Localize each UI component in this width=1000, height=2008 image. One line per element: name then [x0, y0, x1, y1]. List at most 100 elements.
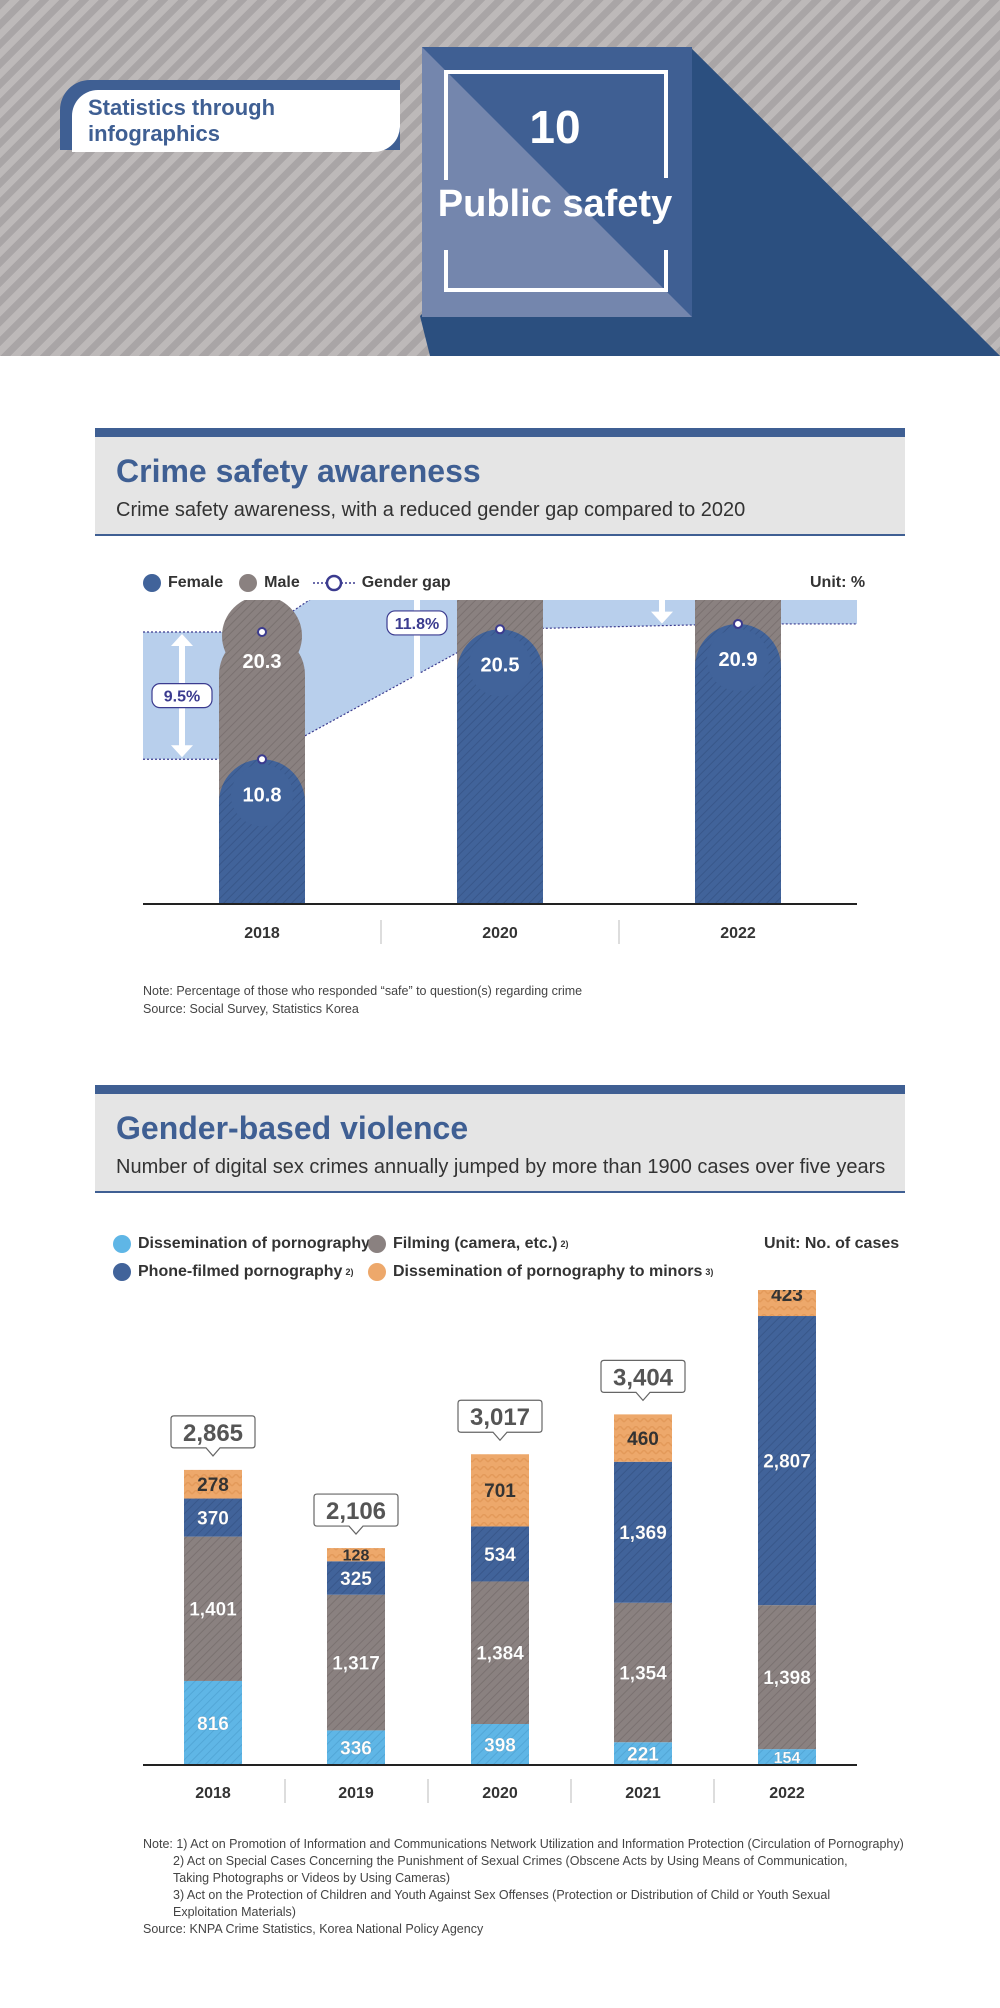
filming-bar-2022	[758, 1605, 816, 1750]
minors-value-label: 278	[197, 1475, 229, 1496]
dissemination-value-label: 221	[627, 1744, 659, 1765]
minors-value-label: 128	[343, 1547, 370, 1564]
gap-arrow-2020	[406, 600, 428, 693]
minors-legend-icon	[368, 1263, 386, 1281]
minors-legend-label: Dissemination of pornography to minors	[393, 1263, 703, 1280]
dissemination-legend-label: Dissemination of pornography	[138, 1235, 371, 1252]
crime-section-header: Crime safety awareness Crime safety awar…	[95, 428, 905, 536]
crime-section-subtitle: Crime safety awareness, with a reduced g…	[116, 499, 746, 521]
phone-bar-2020	[471, 1526, 529, 1582]
female-point	[733, 618, 743, 629]
male-point	[257, 626, 267, 637]
female-value-label: 20.5	[481, 654, 520, 676]
minors-bar-2021	[614, 1414, 672, 1462]
female-legend-icon	[143, 574, 161, 592]
phone-bar-2019	[327, 1561, 385, 1595]
crime-awareness-chart: 20.310.832.320.530.920.99.5%11.8%10%2018…	[143, 600, 857, 944]
violence-section-title: Gender-based violence	[116, 1110, 469, 1146]
dissemination-bar-2019	[327, 1730, 385, 1765]
crime-legend: Female Male Gender gap	[143, 574, 451, 592]
gap-arrow-2022	[651, 600, 673, 624]
x-tick-label: 2019	[338, 1785, 374, 1802]
filming-value-label: 1,401	[189, 1600, 237, 1621]
filming-bar-2018	[184, 1536, 242, 1681]
dissemination-value-label: 336	[340, 1739, 372, 1760]
gap-label-box	[151, 683, 213, 709]
x-tick-label: 2022	[769, 1785, 805, 1802]
female-value-label: 10.8	[243, 784, 282, 806]
phone-value-label: 370	[197, 1508, 229, 1529]
female-bubble-2018	[231, 764, 293, 827]
total-callout-2018	[170, 1415, 256, 1457]
violence-section-subtitle: Number of digital sex crimes annually ju…	[116, 1156, 886, 1178]
filming-bar-2021	[614, 1602, 672, 1743]
hero-box-diagonal	[422, 47, 692, 317]
violence-note-2: 2) Act on Special Cases Concerning the P…	[173, 1854, 848, 1885]
crime-section-title: Crime safety awareness	[116, 453, 481, 489]
total-callout-2021	[600, 1359, 686, 1402]
hero-title: Public safety	[437, 183, 673, 225]
dissemination-bar-2021	[614, 1742, 672, 1765]
crime-note: Note: Percentage of those who responded …	[143, 984, 583, 998]
phone-legend-label: Phone-filmed pornography	[138, 1263, 343, 1280]
gap-legend-label: Gender gap	[361, 574, 451, 591]
male-bubble-2018	[222, 600, 302, 676]
gap-label-box	[386, 610, 448, 636]
legend-dissemination: Dissemination of pornography1)	[113, 1235, 381, 1253]
phone-value-label: 2,807	[763, 1451, 811, 1472]
filming-value-label: 1,384	[476, 1644, 524, 1665]
minors-value-label: 701	[484, 1481, 516, 1502]
violence-unit: Unit: No. of cases	[764, 1235, 900, 1252]
gap-legend-icon	[312, 574, 355, 592]
x-tick-label: 2020	[482, 1785, 518, 1802]
dissemination-bar-2020	[471, 1724, 529, 1765]
total-callout-2019	[313, 1493, 399, 1535]
total-label: 2,865	[183, 1420, 243, 1447]
phone-value-label: 534	[484, 1545, 516, 1566]
crime-source: Source: Social Survey, Statistics Korea	[143, 1002, 359, 1016]
hero-number: 10	[529, 101, 581, 153]
male-legend-label: Male	[264, 574, 300, 591]
hero-frame-bottom	[444, 250, 668, 292]
female-value-label: 20.9	[719, 649, 758, 671]
female-bar-2022	[695, 623, 781, 904]
x-tick-label: 2021	[625, 1785, 661, 1802]
hero-tag: Statistics through infographics	[72, 90, 400, 152]
gap-label: 11.8%	[395, 616, 439, 633]
violence-source: Source: KNPA Crime Statistics, Korea Nat…	[143, 1922, 484, 1936]
gap-label: 9.5%	[164, 689, 200, 706]
minors-bar-2020	[471, 1454, 529, 1527]
filming-value-label: 1,354	[619, 1663, 667, 1684]
digital-sex-crime-chart: 816 1,401 370 278 2,865 336 1,317 325 128 2,106 39…	[143, 1290, 857, 1803]
gender-gap-band	[143, 600, 857, 760]
total-callout-2020	[457, 1399, 543, 1442]
minors-bar-2022	[758, 1290, 816, 1317]
legend-phone: Phone-filmed pornography 2)	[113, 1263, 353, 1281]
dissemination-value-label: 154	[774, 1750, 801, 1767]
minors-bar-2019	[327, 1548, 385, 1562]
total-label: 3,017	[470, 1404, 530, 1431]
dissemination-value-label: 398	[484, 1735, 516, 1756]
filming-legend-icon	[368, 1235, 386, 1253]
total-label: 3,404	[613, 1364, 674, 1391]
phone-value-label: 325	[340, 1569, 372, 1590]
x-tick-label: 2018	[195, 1785, 231, 1802]
male-legend-icon	[239, 574, 258, 592]
dissemination-bar-2022	[758, 1749, 816, 1765]
phone-value-label: 1,369	[619, 1523, 667, 1544]
crime-unit: Unit: %	[810, 574, 866, 591]
x-tick-label: 2022	[720, 925, 756, 942]
violence-note-1: Note: 1) Act on Promotion of Information…	[143, 1837, 904, 1851]
filming-value-label: 1,398	[763, 1668, 811, 1689]
female-bubble-2022	[707, 628, 769, 691]
filming-bar-2019	[327, 1594, 385, 1731]
minors-value-label: 460	[627, 1429, 659, 1450]
filming-legend-label: Filming (camera, etc.)	[393, 1235, 558, 1252]
legend-minors: Dissemination of pornography to minors 3)	[368, 1263, 713, 1281]
female-legend-label: Female	[168, 574, 224, 591]
hero-banner: Statistics through infographics 10 Publi…	[0, 0, 1000, 356]
hero-graphic	[420, 47, 1000, 356]
phone-bar-2018	[184, 1498, 242, 1537]
x-tick-label: 2018	[244, 925, 280, 942]
dissemination-legend-icon	[113, 1235, 131, 1253]
